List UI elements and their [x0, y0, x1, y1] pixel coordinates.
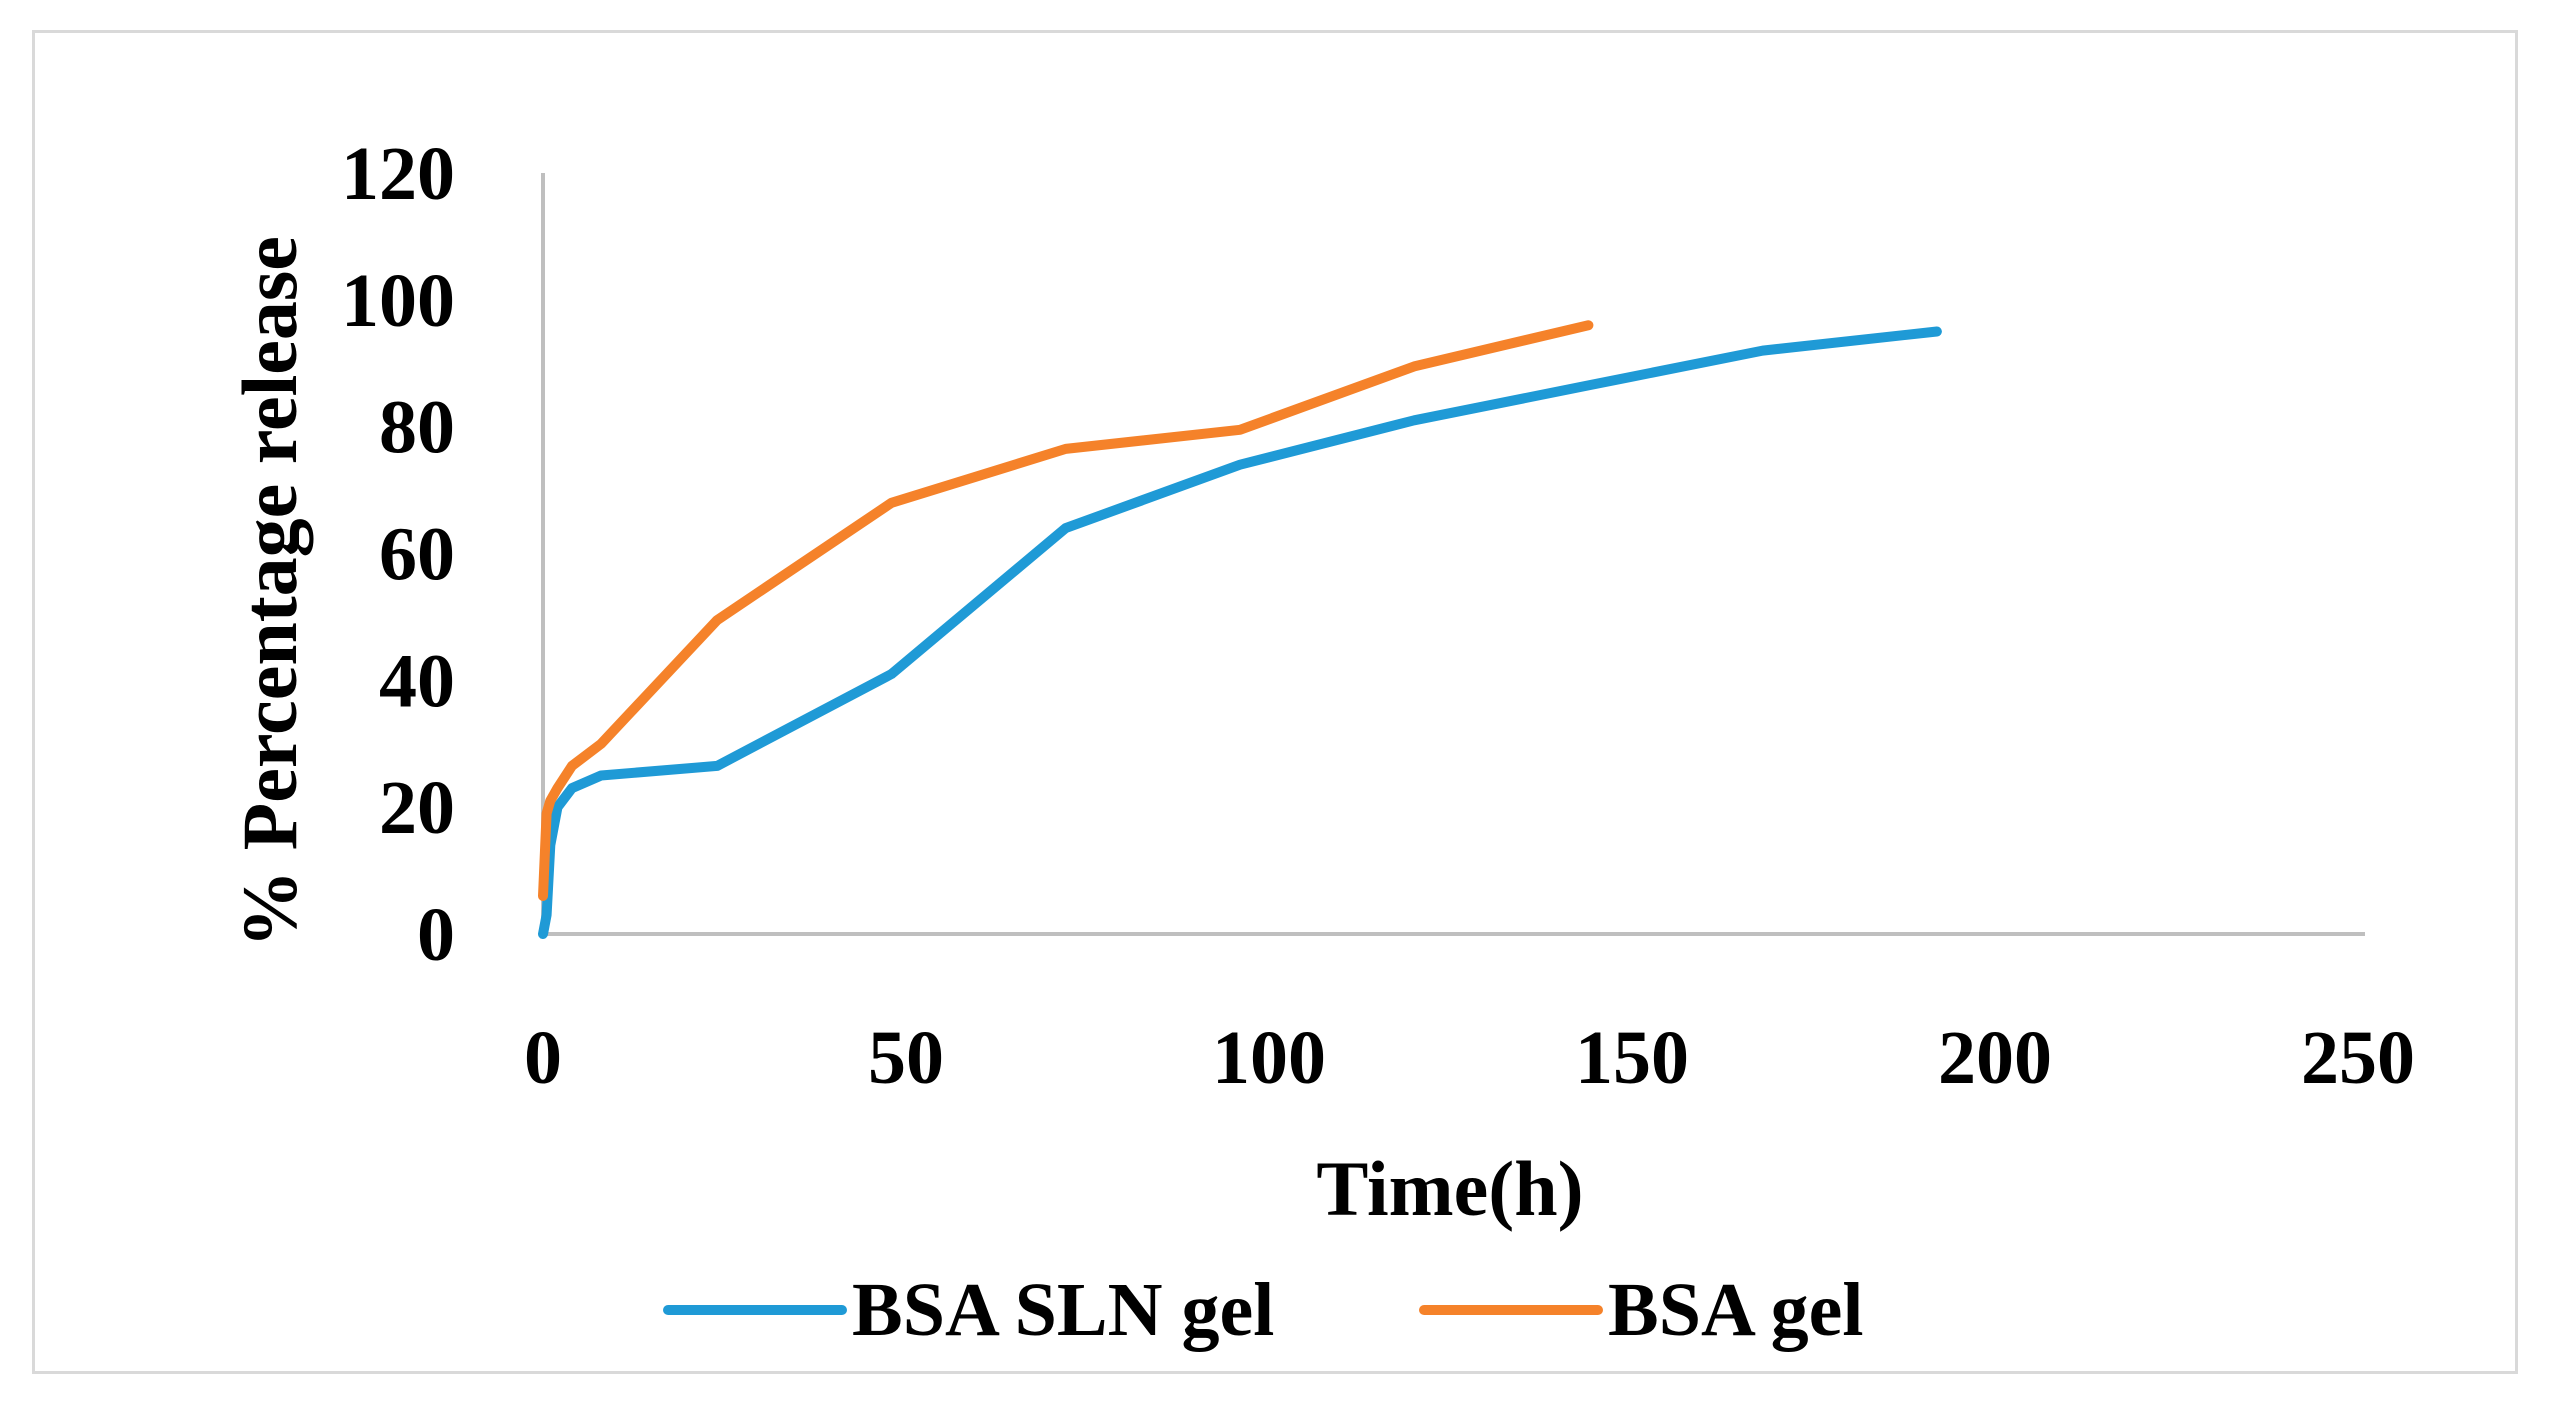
series-lines: [538, 320, 1942, 939]
y-tick-label: 120: [341, 132, 455, 216]
y-tick-label: 20: [379, 766, 455, 850]
y-axis-label: % Percentage release: [226, 236, 313, 948]
y-tick-label: 100: [341, 259, 455, 343]
y-tick-label: 80: [379, 386, 455, 470]
axes: [541, 173, 2365, 936]
x-tick-label: 50: [868, 1016, 944, 1100]
y-tick-label: 60: [379, 513, 455, 597]
x-tick-labels: 0 50 100 150 200 250: [524, 1016, 2415, 1100]
chart-frame: [32, 30, 2518, 1374]
legend-label-bsa-gel: BSA gel: [1608, 1268, 1864, 1352]
x-tick-label: 200: [1938, 1016, 2052, 1100]
y-tick-label: 0: [417, 893, 455, 977]
x-tick-label: 250: [2301, 1016, 2415, 1100]
x-tick-label: 150: [1575, 1016, 1689, 1100]
legend-label-bsa-sln-gel: BSA SLN gel: [852, 1268, 1274, 1352]
y-tick-labels: 0 20 40 60 80 100 120: [341, 132, 455, 977]
series-line-bsa-gel: [538, 320, 1594, 901]
legend: BSA SLN gel BSA gel: [663, 1268, 1864, 1352]
x-tick-label: 0: [524, 1016, 562, 1100]
x-axis-label: Time(h): [1316, 1145, 1583, 1232]
y-tick-label: 40: [379, 639, 455, 723]
x-tick-label: 100: [1212, 1016, 1326, 1100]
series-line-bsa-sln-gel: [538, 326, 1942, 939]
legend-item-bsa-sln-gel: BSA SLN gel: [663, 1268, 1274, 1352]
legend-item-bsa-gel: BSA gel: [1419, 1268, 1864, 1352]
